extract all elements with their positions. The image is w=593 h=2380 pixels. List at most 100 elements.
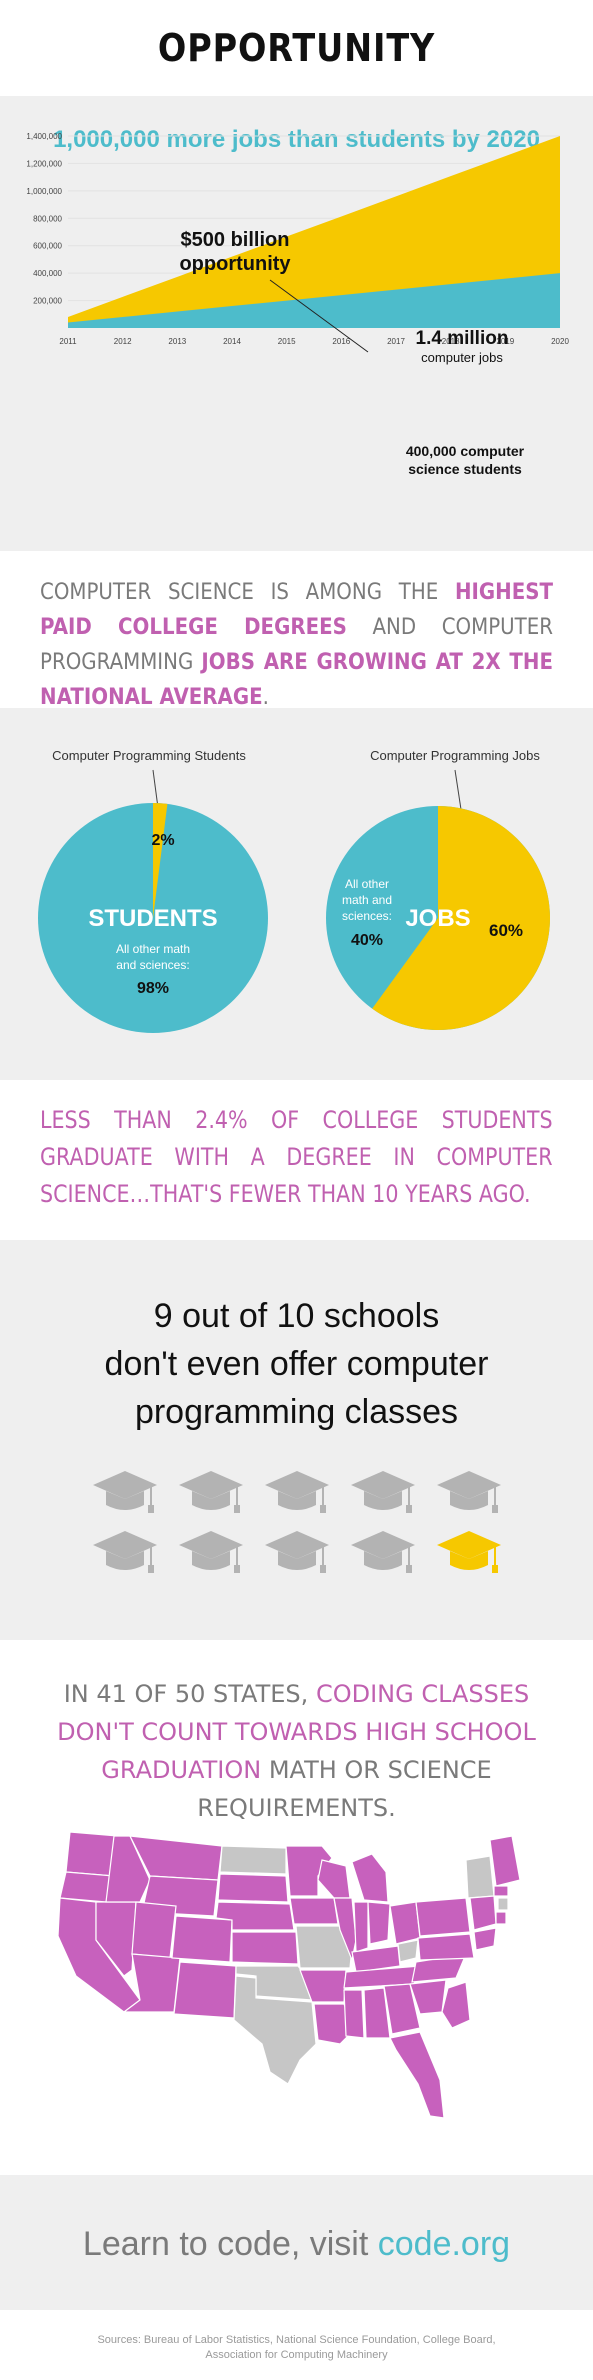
state-shape bbox=[417, 1933, 475, 1961]
us-states-map bbox=[57, 1831, 521, 2119]
jobs-pie-caption: Computer Programming Jobs bbox=[370, 748, 540, 763]
state-shape bbox=[131, 1901, 177, 1959]
graduates-text: LESS THAN 2.4% OF COLLEGE STUDENTS GRADU… bbox=[40, 1106, 553, 1208]
jobs-other-label-3: sciences: bbox=[342, 909, 392, 923]
annotation-big-2: opportunity bbox=[179, 253, 291, 275]
graduation-cap-icon bbox=[437, 1531, 501, 1573]
states-part2: CODING CLASSES DON'T COUNT TOWARDS HIGH … bbox=[57, 1680, 536, 1784]
state-shape bbox=[317, 1859, 351, 1899]
state-shape bbox=[497, 1897, 509, 1911]
schools-section: 9 out of 10 schools don't even offer com… bbox=[0, 1240, 593, 1640]
state-shape bbox=[173, 1961, 237, 2019]
y-tick-label: 200,000 bbox=[33, 297, 62, 306]
x-tick-label: 2019 bbox=[496, 337, 514, 346]
state-shape bbox=[219, 1845, 287, 1875]
state-shape bbox=[353, 1901, 369, 1953]
jobs-label-bold: 1.4 million bbox=[416, 328, 509, 349]
schools-line-3: programming classes bbox=[134, 1393, 459, 1431]
x-tick-label: 2018 bbox=[442, 337, 460, 346]
highest-paid-text: COMPUTER SCIENCE IS AMONG THE HIGHEST PA… bbox=[40, 575, 553, 715]
cta-text: Learn to code, visit code.org bbox=[0, 2225, 593, 2264]
state-shape bbox=[389, 2031, 445, 2119]
state-shape bbox=[235, 1965, 313, 2001]
highest-paid-part1: COMPUTER SCIENCE IS AMONG THE bbox=[40, 580, 455, 605]
state-shape bbox=[415, 1897, 471, 1937]
state-shape bbox=[351, 1945, 401, 1973]
states-section: IN 41 OF 50 STATES, CODING CLASSES DON'T… bbox=[0, 1640, 593, 2175]
students-pie bbox=[38, 803, 268, 1033]
state-shape bbox=[397, 1939, 419, 1963]
state-shape bbox=[313, 2003, 355, 2045]
students-other-label-2: and sciences: bbox=[116, 958, 189, 972]
x-tick-label: 2013 bbox=[168, 337, 186, 346]
annotation-leader bbox=[269, 279, 369, 353]
highest-paid-part5: . bbox=[262, 685, 269, 710]
state-shape bbox=[217, 1873, 289, 1903]
sources-section: Sources: Bureau of Labor Statistics, Nat… bbox=[0, 2310, 593, 2380]
graduation-cap-icon bbox=[351, 1471, 415, 1513]
state-shape bbox=[231, 1931, 299, 1965]
state-shape bbox=[489, 1835, 521, 1887]
graduation-cap-icon bbox=[93, 1531, 157, 1573]
graduation-caps bbox=[93, 1471, 501, 1573]
students-area bbox=[68, 273, 560, 328]
graduation-cap-icon bbox=[179, 1531, 243, 1573]
states-text: IN 41 OF 50 STATES, CODING CLASSES DON'T… bbox=[40, 1675, 553, 1827]
state-shape bbox=[367, 1901, 391, 1945]
jobs-area bbox=[68, 136, 560, 328]
state-shape bbox=[289, 1897, 339, 1925]
pies-section: Computer Programming Students Computer P… bbox=[0, 708, 593, 1080]
graduates-section: LESS THAN 2.4% OF COLLEGE STUDENTS GRADU… bbox=[0, 1080, 593, 1240]
cta-section: Learn to code, visit code.org bbox=[0, 2175, 593, 2310]
states-part3: MATH OR SCIENCE REQUIREMENTS. bbox=[197, 1756, 492, 1822]
students-other-label-1: All other math bbox=[116, 942, 190, 956]
state-shape bbox=[333, 1897, 357, 1963]
state-shape bbox=[465, 1855, 495, 1899]
annotation-big-1: $500 billion bbox=[181, 229, 290, 251]
graduation-cap-icon bbox=[93, 1471, 157, 1513]
graduation-cap-icon bbox=[179, 1471, 243, 1513]
code-org-link[interactable]: code.org bbox=[377, 2225, 511, 2263]
y-tick-label: 1,400,000 bbox=[26, 132, 62, 141]
state-shape bbox=[469, 1895, 497, 1931]
x-tick-label: 2012 bbox=[114, 337, 132, 346]
state-shape bbox=[351, 1853, 389, 1903]
graduation-cap-icon bbox=[265, 1471, 329, 1513]
jobs-label-small: computer jobs bbox=[421, 350, 503, 365]
x-tick-label: 2015 bbox=[278, 337, 296, 346]
highest-paid-part4: JOBS ARE GROWING AT 2X THE NATIONAL AVER… bbox=[40, 650, 553, 710]
y-tick-label: 400,000 bbox=[33, 269, 62, 278]
jobs-center-label: JOBS bbox=[405, 905, 470, 932]
state-shape bbox=[171, 1915, 233, 1963]
schools-line-1: 9 out of 10 schools bbox=[153, 1297, 440, 1335]
x-tick-label: 2020 bbox=[551, 337, 569, 346]
states-part1: IN 41 OF 50 STATES, bbox=[63, 1680, 316, 1708]
state-shape bbox=[441, 1981, 471, 2029]
jobs-cs-slice bbox=[372, 806, 551, 1030]
students-other-pct: 98% bbox=[137, 980, 169, 997]
students-center-label: STUDENTS bbox=[88, 905, 217, 932]
y-tick-label: 800,000 bbox=[33, 214, 62, 223]
state-shape bbox=[215, 1901, 295, 1931]
graduation-cap-icon bbox=[351, 1531, 415, 1573]
state-shape bbox=[493, 1885, 509, 1897]
jobs-main-pct: 60% bbox=[489, 921, 523, 940]
state-shape bbox=[343, 1989, 365, 2039]
chart-title: 1,000,000 more jobs than students by 202… bbox=[53, 126, 540, 153]
state-shape bbox=[473, 1927, 497, 1951]
x-tick-label: 2014 bbox=[223, 337, 241, 346]
y-tick-label: 1,200,000 bbox=[26, 159, 62, 168]
jobs-pie bbox=[326, 806, 551, 1030]
jobs-other-label-2: math and bbox=[342, 893, 392, 907]
schools-line-2: don't even offer computer bbox=[104, 1345, 489, 1383]
highest-paid-section: COMPUTER SCIENCE IS AMONG THE HIGHEST PA… bbox=[0, 551, 593, 710]
graduation-cap-icon bbox=[437, 1471, 501, 1513]
students-label-2: science students bbox=[408, 461, 522, 477]
graduation-cap-icon bbox=[265, 1531, 329, 1573]
state-shape bbox=[105, 1835, 151, 1903]
state-shape bbox=[285, 1845, 333, 1897]
header: OPPORTUNITY bbox=[0, 0, 593, 96]
students-pie-caption: Computer Programming Students bbox=[52, 748, 246, 763]
sources-line-1: Sources: Bureau of Labor Statistics, Nat… bbox=[97, 2334, 496, 2346]
state-shape bbox=[59, 1871, 115, 1903]
